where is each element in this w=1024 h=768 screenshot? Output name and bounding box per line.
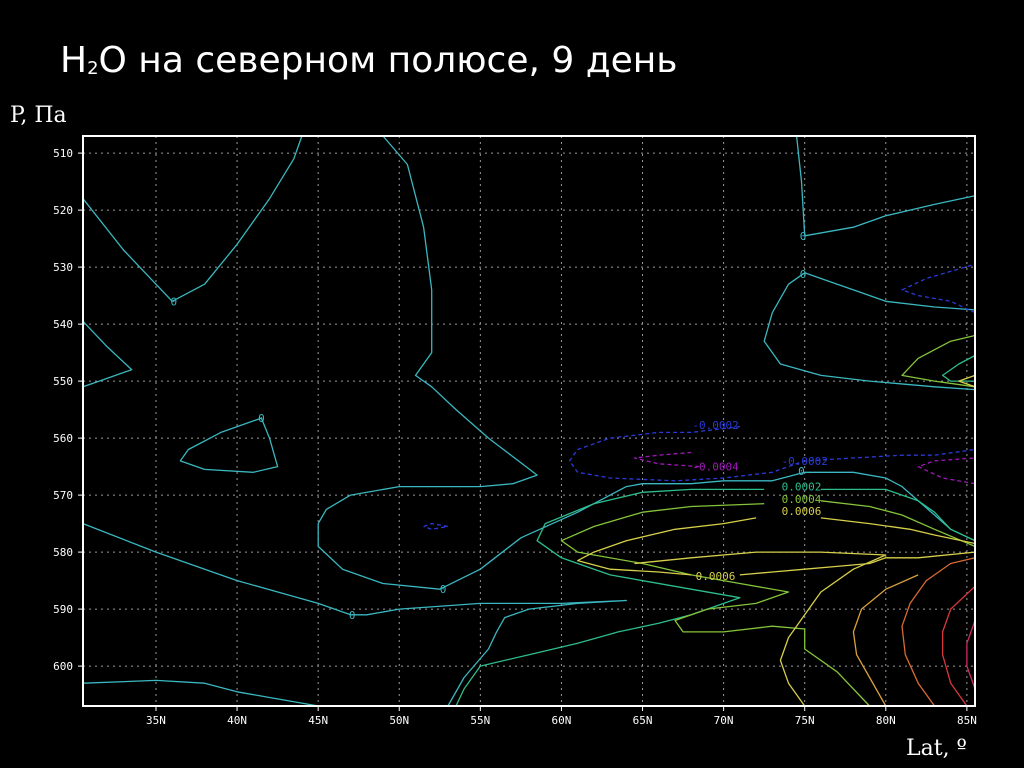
x-tick-label: 80N: [876, 714, 896, 727]
x-tick-label: 35N: [146, 714, 166, 727]
y-tick-label: 510: [53, 147, 73, 160]
contour-line: [917, 457, 976, 485]
contour-line: [739, 551, 976, 576]
contour-line: [901, 334, 976, 388]
x-tick-label: 55N: [470, 714, 490, 727]
contour-line: [577, 517, 757, 576]
contour-label: 0: [440, 583, 447, 596]
title-prefix: H: [60, 40, 88, 81]
contour-line: [966, 620, 976, 690]
contour-line: [795, 135, 976, 237]
contour-line: [852, 574, 919, 707]
x-tick-label: 75N: [795, 714, 815, 727]
y-tick-label: 550: [53, 375, 73, 388]
contour-label: 0: [349, 609, 356, 622]
y-tick-label: 590: [53, 603, 73, 616]
x-tick-label: 60N: [551, 714, 571, 727]
contour-label: 0: [798, 465, 805, 478]
contour-line: [901, 557, 976, 707]
contour-line: [820, 517, 976, 545]
contour-label: 0: [800, 268, 807, 281]
contour-line: [82, 522, 627, 707]
contour-line: [82, 135, 303, 302]
contour-line: [560, 503, 871, 707]
x-tick-label: 40N: [227, 714, 247, 727]
contour-line: [634, 551, 887, 707]
y-tick-label: 580: [53, 546, 73, 559]
contour-label: 0.0004: [782, 493, 822, 506]
y-axis-label: P, Па: [10, 103, 67, 128]
contour-line: [317, 135, 976, 590]
contour-label: 0: [258, 412, 265, 425]
contour-label: 0.0002: [782, 481, 822, 494]
contour-line: [941, 585, 976, 707]
y-tick-label: 600: [53, 660, 73, 673]
title-subscript: 2: [87, 58, 99, 79]
x-tick-label: 70N: [714, 714, 734, 727]
contour-line: [820, 488, 976, 542]
contour-label: 0.0006: [696, 570, 736, 583]
contour-line: [901, 263, 976, 314]
x-tick-label: 85N: [957, 714, 977, 727]
plot-frame: [82, 135, 976, 707]
contour-label: 0: [800, 230, 807, 243]
contour-line: [423, 522, 449, 530]
contour-line: [82, 320, 133, 388]
contour-label: 0: [171, 295, 178, 308]
contour-line: [820, 500, 976, 547]
contour-line: [568, 426, 976, 482]
contour-label: -0.0002: [782, 455, 828, 468]
contour-line: [82, 679, 319, 707]
contour-line: [958, 374, 976, 388]
contour-line: [455, 488, 765, 707]
contour-line: [763, 272, 976, 391]
y-tick-label: 570: [53, 489, 73, 502]
y-tick-label: 560: [53, 432, 73, 445]
y-tick-label: 530: [53, 261, 73, 274]
x-tick-label: 65N: [633, 714, 653, 727]
y-tick-label: 520: [53, 204, 73, 217]
contour-line: [633, 451, 700, 468]
x-axis-label: Lat, º: [906, 736, 967, 761]
x-tick-label: 45N: [308, 714, 328, 727]
x-tick-label: 50N: [389, 714, 409, 727]
slide-title: H2O на северном полюсе, 9 день: [60, 40, 678, 81]
title-text: O на северном полюсе, 9 день: [98, 40, 678, 81]
y-tick-label: 540: [53, 318, 73, 331]
contour-label: -0.0002: [692, 419, 738, 432]
contour-line: [179, 417, 279, 473]
contour-label: -0.0004: [692, 461, 739, 474]
contour-label: 0.0006: [782, 505, 822, 518]
